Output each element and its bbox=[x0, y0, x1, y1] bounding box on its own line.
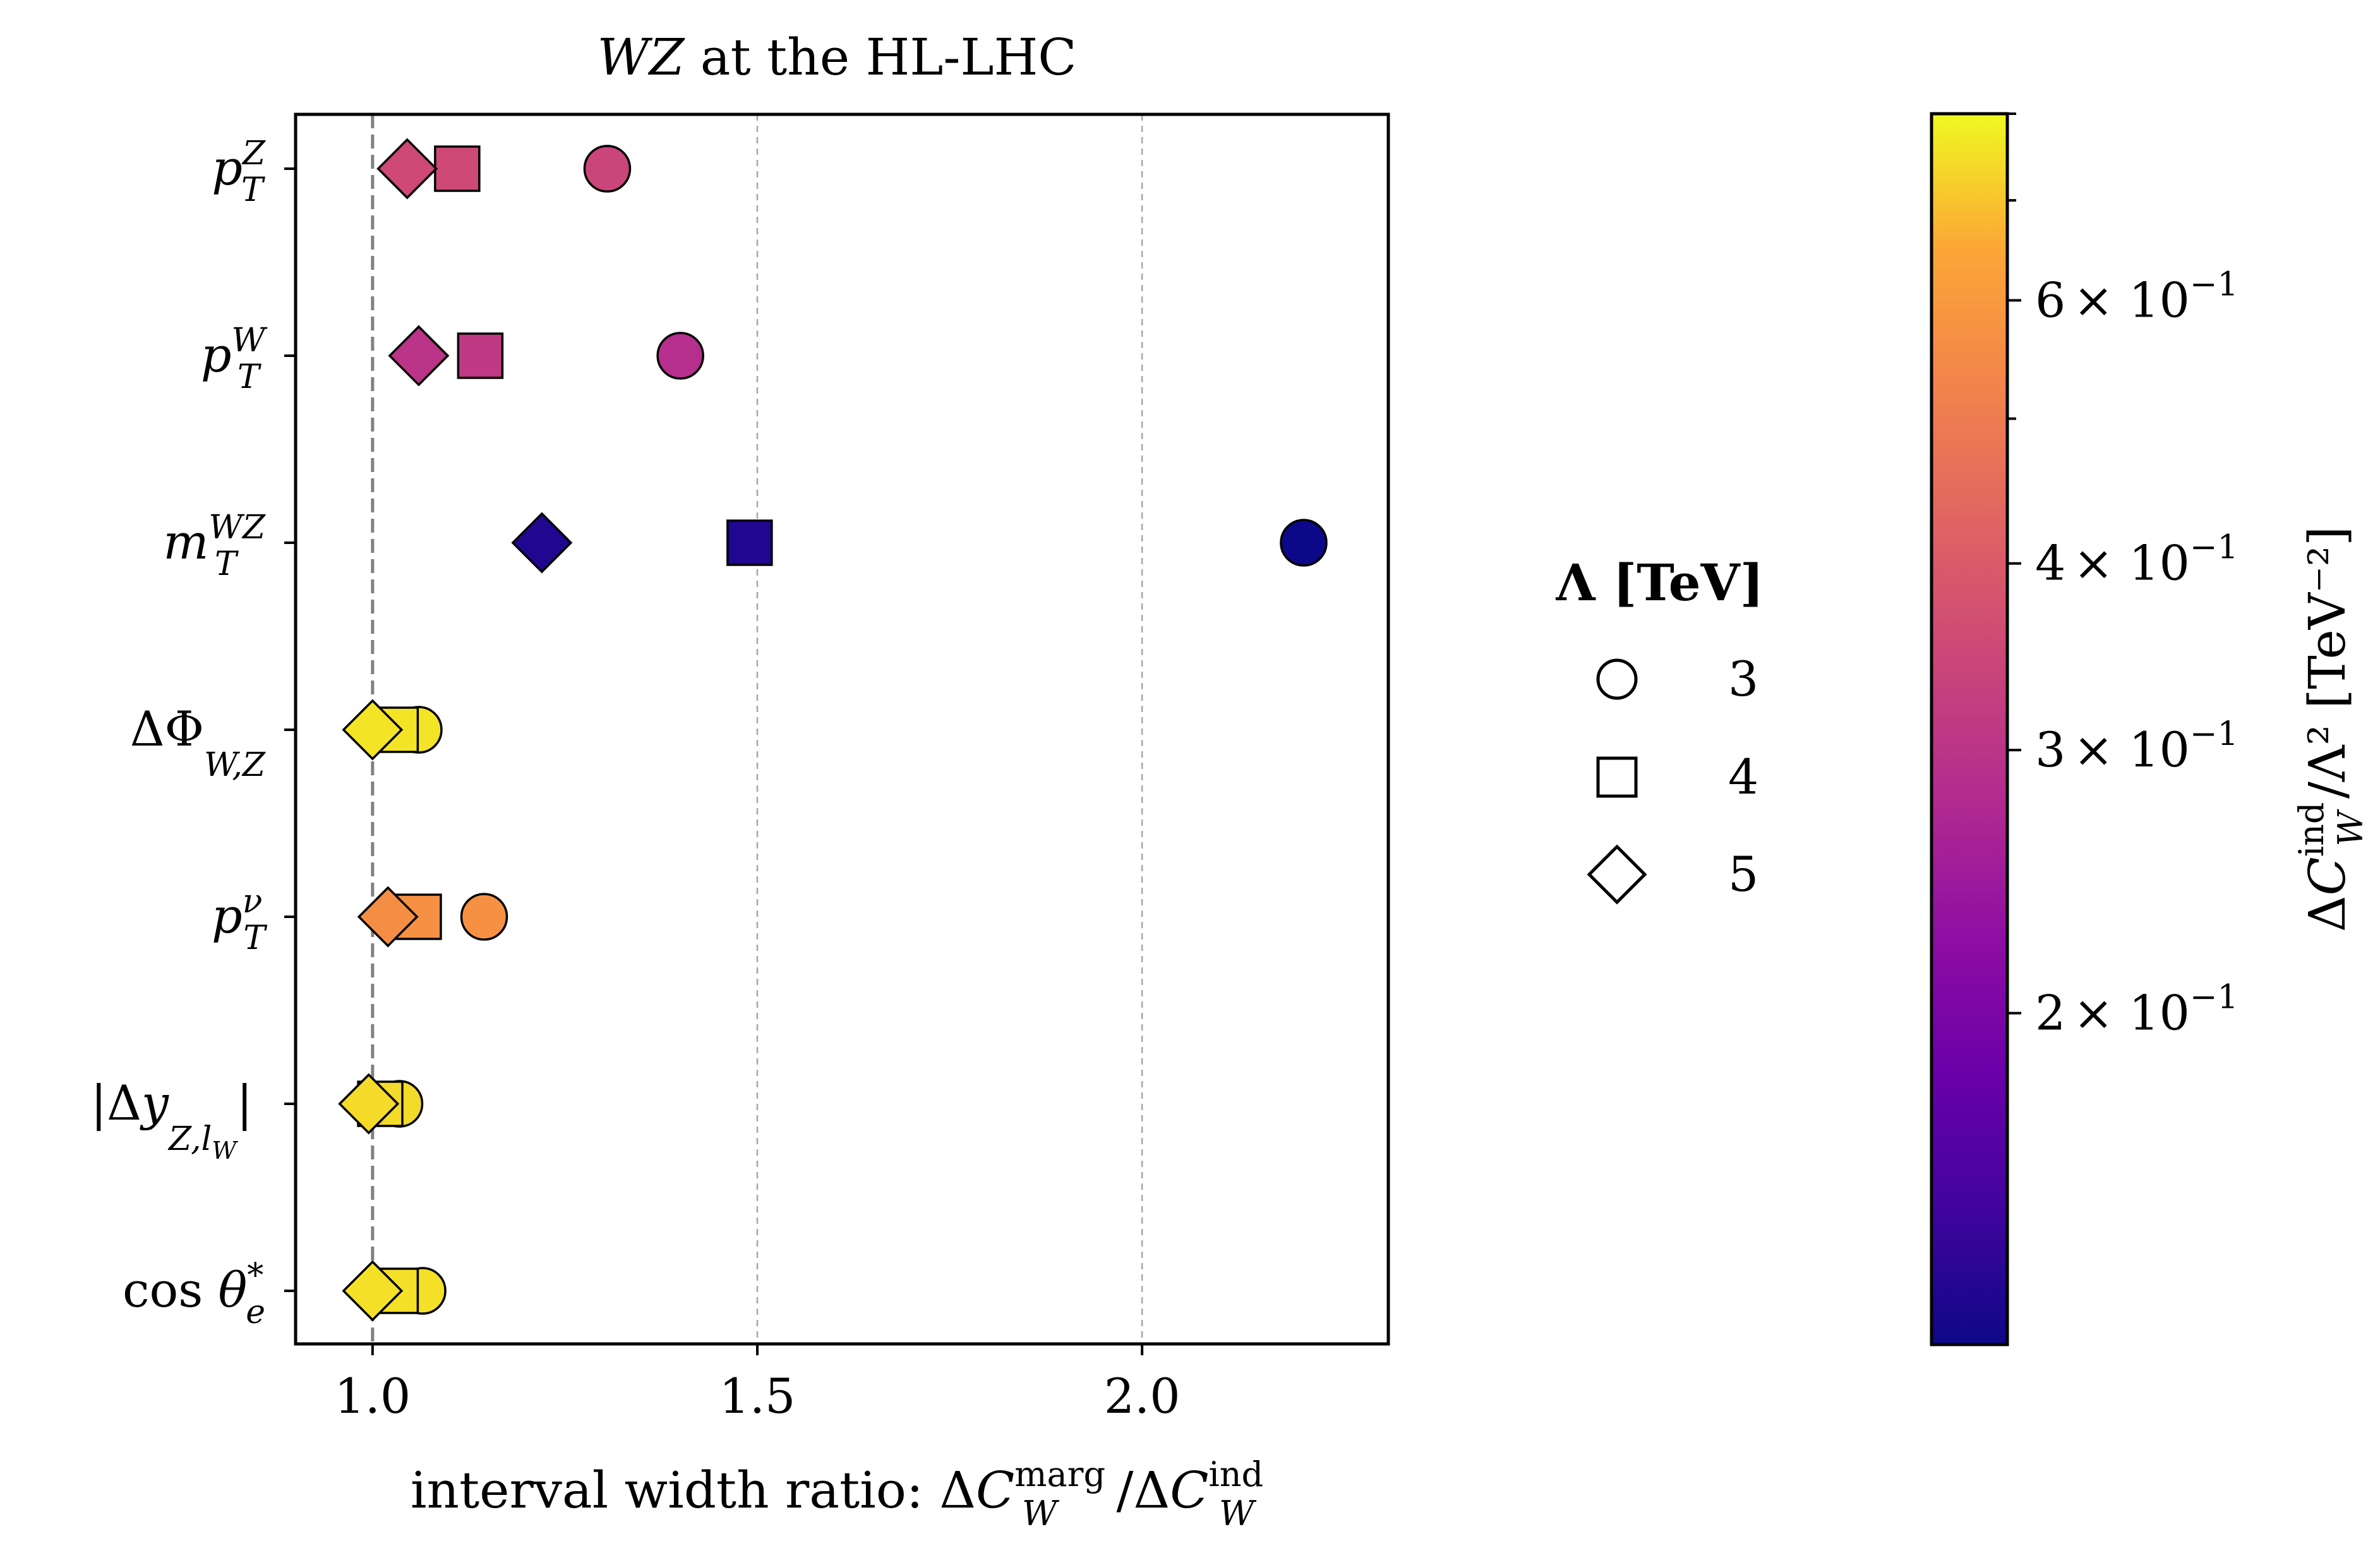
legend-label-5: 5 bbox=[1728, 846, 1758, 902]
ytick-label-ptnu: pν T bbox=[212, 883, 267, 957]
colorbar-tick-label-2: 2 × 10−1 bbox=[2035, 978, 2239, 1041]
plot-frame bbox=[294, 112, 1390, 1346]
legend-label-4: 4 bbox=[1728, 749, 1758, 805]
chart-title: WZ at the HL-LHC bbox=[598, 28, 1077, 87]
y-ticks bbox=[284, 167, 296, 1292]
circle-marker-row-0 bbox=[583, 145, 632, 193]
chart-title-rest: at the HL-LHC bbox=[684, 28, 1076, 87]
colorbar-ticks bbox=[2007, 112, 2021, 1015]
legend: Λ [TeV] 3 4 5 bbox=[1556, 553, 1764, 905]
ytick-label-mtwz: mWZ T bbox=[163, 509, 266, 583]
diamond-marker-row-0 bbox=[376, 138, 438, 200]
legend-square-marker bbox=[1596, 756, 1638, 798]
square-marker-row-1 bbox=[457, 332, 504, 379]
ytick-label-dy: |ΔyZ,lW| bbox=[91, 1075, 253, 1164]
colorbar-label: ΔCindW/Λ² [TeV⁻²] bbox=[2292, 526, 2371, 932]
ytick-label-ptw: pW T bbox=[201, 322, 268, 396]
legend-circle-marker bbox=[1596, 658, 1638, 700]
x-ticks bbox=[371, 1344, 1144, 1355]
ytick-label-ptz: pZ T bbox=[212, 135, 266, 209]
diamond-marker-row-1 bbox=[388, 325, 450, 387]
colorbar-gradient bbox=[1930, 112, 2009, 1346]
legend-label-3: 3 bbox=[1728, 651, 1758, 707]
x-tick-labels: 1.0 1.5 2.0 bbox=[334, 1368, 1180, 1424]
colorbar-tick-label-4: 4 × 10−1 bbox=[2035, 529, 2239, 591]
ytick-label-costheta: cos θ* e bbox=[123, 1257, 265, 1331]
x-axis-label: interval width ratio: ΔCmarg W/ΔCind W bbox=[411, 1454, 1263, 1533]
diamond-marker-row-2 bbox=[511, 512, 573, 574]
diamond-marker-row-3 bbox=[342, 699, 404, 761]
xtick-label-3: 2.0 bbox=[1104, 1368, 1181, 1424]
colorbar-tick-label-3: 3 × 10−1 bbox=[2035, 715, 2239, 778]
square-marker-row-0 bbox=[434, 145, 481, 192]
diamond-marker-row-4 bbox=[357, 886, 419, 948]
legend-diamond-marker bbox=[1587, 844, 1647, 905]
circle-marker-row-1 bbox=[656, 332, 704, 380]
xtick-label-2: 1.5 bbox=[719, 1368, 796, 1424]
ytick-label-dphi: ΔΦW,Z bbox=[130, 701, 266, 784]
data-markers bbox=[338, 138, 1328, 1322]
circle-marker-row-2 bbox=[1280, 519, 1328, 567]
grid-lines bbox=[756, 114, 1143, 1344]
chart-title-italic: WZ bbox=[598, 28, 685, 87]
colorbar: 2 × 10−1 3 × 10−1 4 × 10−1 6 × 10−1 ΔCindW/Λ… bbox=[1930, 112, 2371, 1346]
xtick-label-1: 1.0 bbox=[334, 1368, 411, 1424]
circle-marker-row-4 bbox=[460, 893, 508, 941]
diamond-marker-row-5 bbox=[338, 1073, 400, 1135]
square-marker-row-2 bbox=[726, 519, 773, 566]
y-tick-labels: pZ T pW T mWZ T ΔΦW,Z pν T |ΔyZ,lW| cos θ* e bbox=[91, 135, 268, 1331]
diamond-marker-row-6 bbox=[342, 1260, 404, 1322]
legend-title: Λ [TeV] bbox=[1556, 553, 1764, 612]
colorbar-tick-label-6: 6 × 10−1 bbox=[2035, 265, 2239, 328]
